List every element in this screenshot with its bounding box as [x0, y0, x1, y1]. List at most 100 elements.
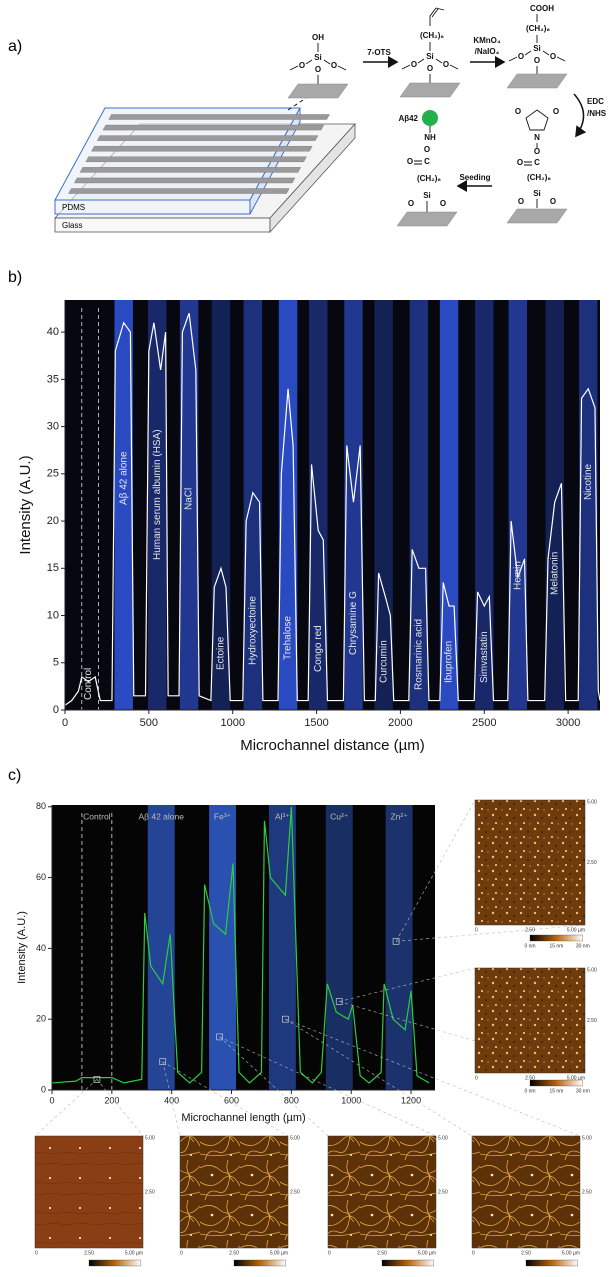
afm-tick-label: 5.00 µm — [125, 1250, 143, 1256]
roi-marker — [216, 1033, 223, 1041]
roi-marker — [282, 1015, 289, 1023]
roi-connector — [162, 1061, 181, 1137]
channel-label: NaCl — [184, 488, 195, 510]
afm-tick-label: 5.00 — [587, 799, 597, 805]
channel-label: Ibuprofen — [444, 641, 455, 683]
glass-side — [269, 122, 356, 234]
x-tick-label: 0 — [62, 717, 68, 729]
afm-tick-label: 5.00 µm — [567, 1075, 585, 1081]
x-tick-label: 200 — [104, 1095, 119, 1105]
chem-label: O — [534, 56, 540, 65]
afm-image — [34, 1135, 144, 1249]
channel-label: Cu²⁺ — [330, 811, 349, 821]
afm-tick-label: 5.00 µm — [418, 1250, 436, 1256]
reaction-arrow — [573, 93, 587, 138]
panel-label: c) — [8, 767, 21, 784]
chem-label: O — [424, 145, 430, 154]
afm-tick-label: 0 — [475, 1075, 478, 1081]
channel-band — [114, 300, 133, 710]
colorbar-label: 30 nm — [576, 1088, 590, 1094]
channel-label: Control — [83, 811, 111, 821]
chem-label: O — [408, 199, 414, 208]
y-tick-label: 35 — [47, 373, 59, 385]
roi-connector — [285, 1018, 581, 1137]
channel-label: Chrysamine G — [348, 591, 359, 655]
afm-colorbar — [233, 1259, 286, 1267]
y-tick-label: 25 — [47, 468, 59, 480]
afm-tick-label: 0 — [328, 1250, 331, 1256]
afm-colorbar — [525, 1259, 578, 1267]
x-tick-label: 2000 — [388, 717, 412, 729]
chem-label: Si — [533, 189, 541, 198]
reagent-label: EDC — [587, 97, 604, 106]
afm-tick-label: 2.50 — [377, 1250, 387, 1256]
chem-label: Si — [423, 191, 431, 200]
roi-connector — [395, 799, 476, 942]
channel-label: Trehalose — [283, 615, 294, 660]
channel-band — [508, 300, 528, 710]
microchannel — [102, 124, 325, 131]
afm-tick-label: 2.50 — [145, 1189, 155, 1195]
afm-image — [471, 1135, 581, 1249]
channel-band — [243, 300, 263, 710]
afm-tick-label: 5.00 — [587, 967, 597, 973]
plot-background — [52, 805, 435, 1090]
chem-label: NH — [424, 133, 436, 142]
chem-label: Si — [426, 52, 434, 61]
channel-label: Hemin — [512, 561, 523, 590]
afm-tick-label: 2.50 — [525, 927, 535, 933]
layer-label: PDMS — [62, 203, 85, 212]
chart: Control Aβ 42 alone Fe³⁺ Al³⁺ Cu²⁺ Zn²⁺0 200 40… — [16, 801, 435, 1124]
afm-tick-label: 2.50 — [229, 1250, 239, 1256]
chem-label: O — [518, 52, 524, 61]
x-tick-label: 1200 — [401, 1095, 421, 1105]
afm-tick-label: 0 — [35, 1250, 38, 1256]
afm-tick-label: 0 — [475, 927, 478, 933]
chem-label: N — [534, 133, 540, 142]
channel-label: Congo red — [313, 625, 324, 672]
microchannel — [68, 188, 290, 194]
microchannel — [85, 156, 307, 163]
bond — [524, 161, 532, 166]
reagent-label: /NHS — [587, 109, 607, 118]
intensity-line — [51, 806, 430, 1084]
chem-label: O — [331, 61, 337, 70]
glass-front — [54, 217, 271, 233]
chem-label: O — [443, 60, 449, 69]
x-tick-label: 3000 — [556, 717, 580, 729]
roi-connector — [34, 1079, 98, 1137]
afm-tick-label: 2.50 — [587, 1018, 597, 1024]
roi-connector — [396, 924, 586, 942]
x-axis-title: Microchannel length (µm) — [181, 1112, 305, 1124]
channel-label: Al³⁺ — [275, 811, 290, 821]
surface — [506, 208, 568, 224]
channel-label: Ectoine — [216, 636, 227, 670]
surface — [399, 82, 461, 98]
y-tick-label: 5 — [53, 657, 59, 669]
channel-band — [211, 300, 231, 710]
channel-band — [309, 300, 328, 710]
layer-label: Glass — [62, 221, 82, 230]
chem-label: Si — [533, 44, 541, 53]
channel-label: Fe³⁺ — [214, 811, 232, 821]
intensity-line — [64, 313, 601, 706]
afm-tick-label: 2.50 — [84, 1250, 94, 1256]
chem-label: O — [534, 147, 540, 156]
channel-band — [278, 300, 298, 710]
afm-insets: 5.00 2.50 0 2.50 5.00 µm 0 nm 15 nm 30 nm 5.00 2.… — [34, 799, 597, 1267]
x-tick-label: 600 — [224, 1095, 239, 1105]
channel-band — [475, 300, 494, 710]
chem-label: O — [315, 65, 321, 74]
roi-connector — [219, 1036, 329, 1137]
afm-tick-label: 5.00 µm — [270, 1250, 288, 1256]
afm-colorbar — [529, 934, 583, 942]
afm-colorbar — [381, 1259, 434, 1267]
chem-label: OH — [312, 33, 324, 42]
reagent-label: /NaIO₄ — [475, 47, 500, 56]
panel-label: a) — [8, 38, 22, 55]
afm-tick-label: 5.00 — [290, 1135, 300, 1141]
x-tick-label: 2500 — [472, 717, 496, 729]
chem-label: C — [534, 158, 540, 167]
